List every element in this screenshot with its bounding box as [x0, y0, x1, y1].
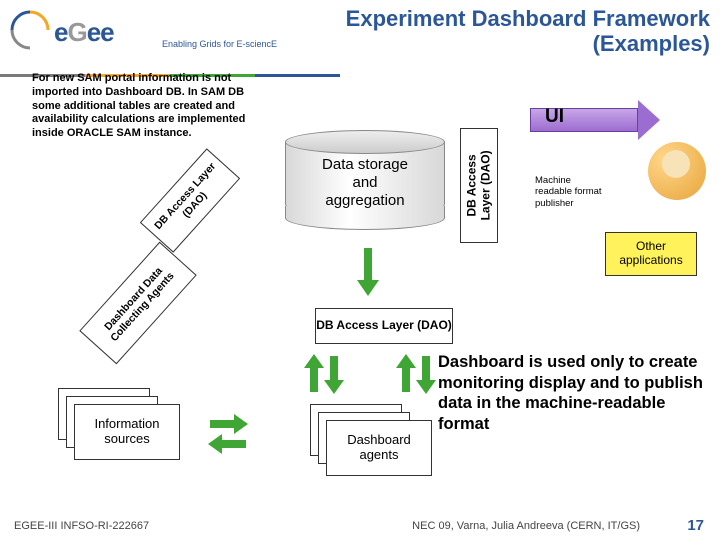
title-line1: Experiment Dashboard Framework	[346, 6, 710, 31]
footer-left: EGEE-III INFSO-RI-222667	[14, 520, 149, 532]
sam-note: For new SAM portal information is not im…	[32, 72, 262, 141]
dao-vertical-text: DB AccessLayer (DAO)	[465, 150, 494, 220]
footer-center: NEC 09, Varna, Julia Andreeva (CERN, IT/…	[412, 520, 640, 532]
tagline: Enabling Grids for E-sciencE	[162, 39, 277, 49]
dao-vertical-box: DB AccessLayer (DAO)	[460, 128, 498, 243]
bidirectional-arrow-icon	[398, 356, 434, 392]
bidirectional-arrow-icon	[306, 356, 342, 392]
title-line2: (Examples)	[346, 31, 710, 56]
logo-letter: e	[87, 17, 100, 47]
ui-label: UI	[545, 106, 564, 128]
logo-swoosh-icon	[10, 10, 50, 50]
data-storage-cylinder: Data storage and aggregation	[285, 130, 445, 230]
down-arrow-icon	[358, 248, 378, 296]
header: eGee Enabling Grids for E-sciencE Experi…	[0, 0, 720, 64]
user-avatar-icon	[648, 142, 706, 200]
dao-label-box: DB Access Layer (DAO)	[315, 308, 453, 344]
cylinder-text: Data storage and aggregation	[285, 156, 445, 210]
machine-readable-label: Machine readable format publisher	[535, 175, 607, 209]
logo-letter: G	[67, 17, 86, 47]
bidirectional-arrow-icon	[210, 416, 246, 452]
dashboard-description: Dashboard is used only to create monitor…	[438, 352, 704, 435]
page-number: 17	[687, 517, 704, 534]
ribbon-divider	[0, 64, 340, 67]
agents-diagonal-box: Dashboard Data Collecting Agents	[79, 242, 196, 365]
dao-diagonal-box: DB Access Layer (DAO)	[140, 148, 240, 252]
page-title: Experiment Dashboard Framework (Examples…	[346, 6, 710, 57]
logo-letter: e	[100, 17, 113, 47]
other-apps-box: Other applications	[605, 232, 697, 276]
info-sources-box: Information sources	[74, 404, 180, 460]
dashboard-agents-box: Dashboard agents	[326, 420, 432, 476]
logo: eGee	[54, 10, 154, 54]
logo-letter: e	[54, 17, 67, 47]
